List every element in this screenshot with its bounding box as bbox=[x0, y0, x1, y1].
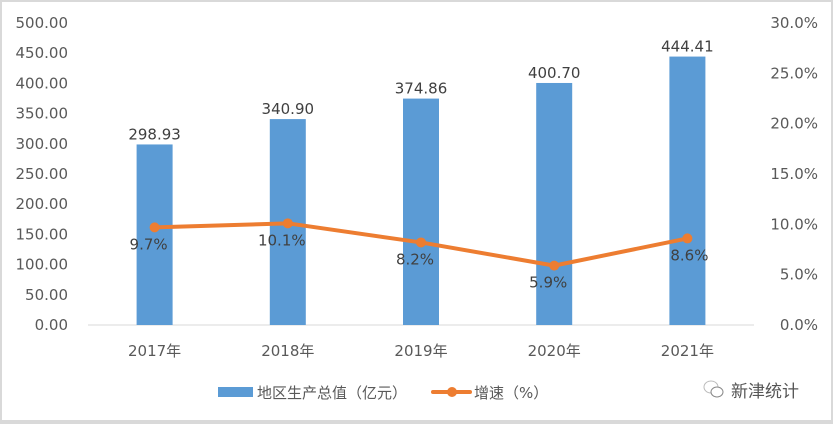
x-tick-label: 2017年 bbox=[128, 342, 181, 360]
bar bbox=[536, 82, 573, 325]
bar-data-label: 298.93 bbox=[128, 125, 181, 143]
watermark-text: 新津统计 bbox=[731, 382, 799, 402]
y-left-tick-label: 100.00 bbox=[16, 256, 69, 274]
bar bbox=[136, 144, 173, 325]
line-point bbox=[682, 233, 693, 244]
y-left-tick-label: 350.00 bbox=[16, 105, 69, 123]
legend-swatch-bar bbox=[218, 387, 253, 397]
y-right-tick-label: 15.0% bbox=[770, 165, 818, 183]
x-tick-label: 2019年 bbox=[394, 342, 447, 360]
legend-label-bar: 地区生产总值（亿元） bbox=[257, 384, 407, 402]
y-right-tick-label: 10.0% bbox=[770, 215, 818, 233]
y-left-tick-label: 0.00 bbox=[35, 316, 68, 334]
bar bbox=[669, 56, 706, 326]
legend-marker-line bbox=[447, 387, 457, 397]
line-point bbox=[282, 218, 293, 229]
y-left-tick-label: 400.00 bbox=[16, 74, 69, 92]
line-point bbox=[549, 260, 560, 271]
line-point bbox=[416, 237, 426, 248]
watermark: 新津统计 bbox=[703, 377, 799, 402]
bar-data-label: 400.70 bbox=[528, 64, 581, 82]
wechat-icon bbox=[703, 380, 724, 397]
y-left-tick-label: 150.00 bbox=[16, 225, 69, 243]
bar bbox=[403, 98, 439, 325]
bar-data-label: 374.86 bbox=[395, 80, 448, 98]
line-data-label: 8.2% bbox=[396, 250, 434, 268]
bar-data-label: 340.90 bbox=[262, 100, 315, 118]
bar-data-label: 444.41 bbox=[661, 38, 714, 56]
y-left-tick-label: 300.00 bbox=[16, 135, 69, 153]
y-right-tick-label: 20.0% bbox=[770, 115, 818, 133]
line-point bbox=[149, 222, 160, 233]
x-tick-label: 2021年 bbox=[661, 342, 714, 360]
y-right-tick-label: 0.0% bbox=[780, 316, 818, 334]
x-tick-label: 2020年 bbox=[528, 342, 581, 360]
y-right-tick-label: 25.0% bbox=[770, 64, 818, 82]
y-left-tick-label: 500.00 bbox=[16, 14, 69, 32]
y-left-tick-label: 450.00 bbox=[16, 44, 69, 62]
x-tick-label: 2018年 bbox=[261, 342, 314, 360]
line-data-label: 8.6% bbox=[670, 246, 708, 264]
line-data-label: 5.9% bbox=[529, 274, 567, 292]
y-left-tick-label: 200.00 bbox=[16, 195, 69, 213]
y-right-tick-label: 5.0% bbox=[780, 266, 818, 284]
legend-label-line: 增速（%） bbox=[474, 384, 548, 402]
line-data-label: 10.1% bbox=[258, 231, 306, 249]
line-data-label: 9.7% bbox=[130, 235, 168, 253]
y-left-tick-label: 50.00 bbox=[25, 286, 68, 304]
y-right-tick-label: 30.0% bbox=[770, 14, 818, 32]
y-left-tick-label: 250.00 bbox=[16, 165, 69, 183]
